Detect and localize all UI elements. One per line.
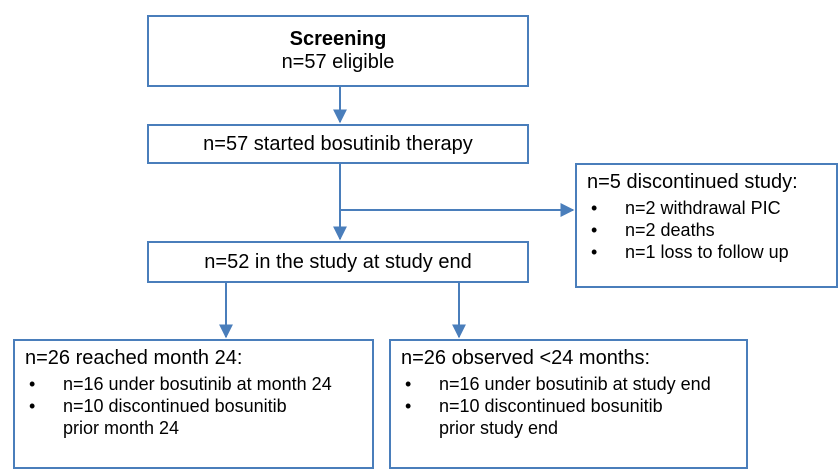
list-item: n=2 withdrawal PIC xyxy=(587,197,826,219)
box-title: n=26 reached month 24: xyxy=(25,347,243,369)
page: Screening n=57 eligible n=57 started bos… xyxy=(0,0,840,453)
item-list: n=2 withdrawal PIC n=2 deaths n=1 loss t… xyxy=(587,197,826,263)
item-list: n=16 under bosutinib at month 24 n=10 di… xyxy=(25,373,362,439)
discontinued-box: n=5 discontinued study: n=2 withdrawal P… xyxy=(575,163,838,288)
list-item: n=16 under bosutinib at study end xyxy=(401,373,736,395)
list-item: n=16 under bosutinib at month 24 xyxy=(25,373,362,395)
list-item: n=10 discontinued bosunitib prior study … xyxy=(401,395,689,439)
box-label: n=57 eligible xyxy=(281,51,395,73)
screening-box: Screening n=57 eligible xyxy=(147,15,529,87)
list-item: n=10 discontinued bosunitib prior month … xyxy=(25,395,313,439)
box-title: n=5 discontinued study: xyxy=(587,171,798,193)
study-end-box: n=52 in the study at study end xyxy=(147,241,529,283)
box-title: Screening xyxy=(289,28,387,50)
item-list: n=16 under bosutinib at study end n=10 d… xyxy=(401,373,736,439)
box-label: n=52 in the study at study end xyxy=(204,250,472,273)
box-label: n=57 started bosutinib therapy xyxy=(203,132,473,155)
month24-box: n=26 reached month 24: n=16 under bosuti… xyxy=(13,339,374,469)
list-item: n=2 deaths xyxy=(587,219,826,241)
observed-box: n=26 observed <24 months: n=16 under bos… xyxy=(389,339,748,469)
started-box: n=57 started bosutinib therapy xyxy=(147,124,529,164)
list-item: n=1 loss to follow up xyxy=(587,241,826,263)
box-title: n=26 observed <24 months: xyxy=(401,347,651,369)
connectors xyxy=(219,87,575,339)
